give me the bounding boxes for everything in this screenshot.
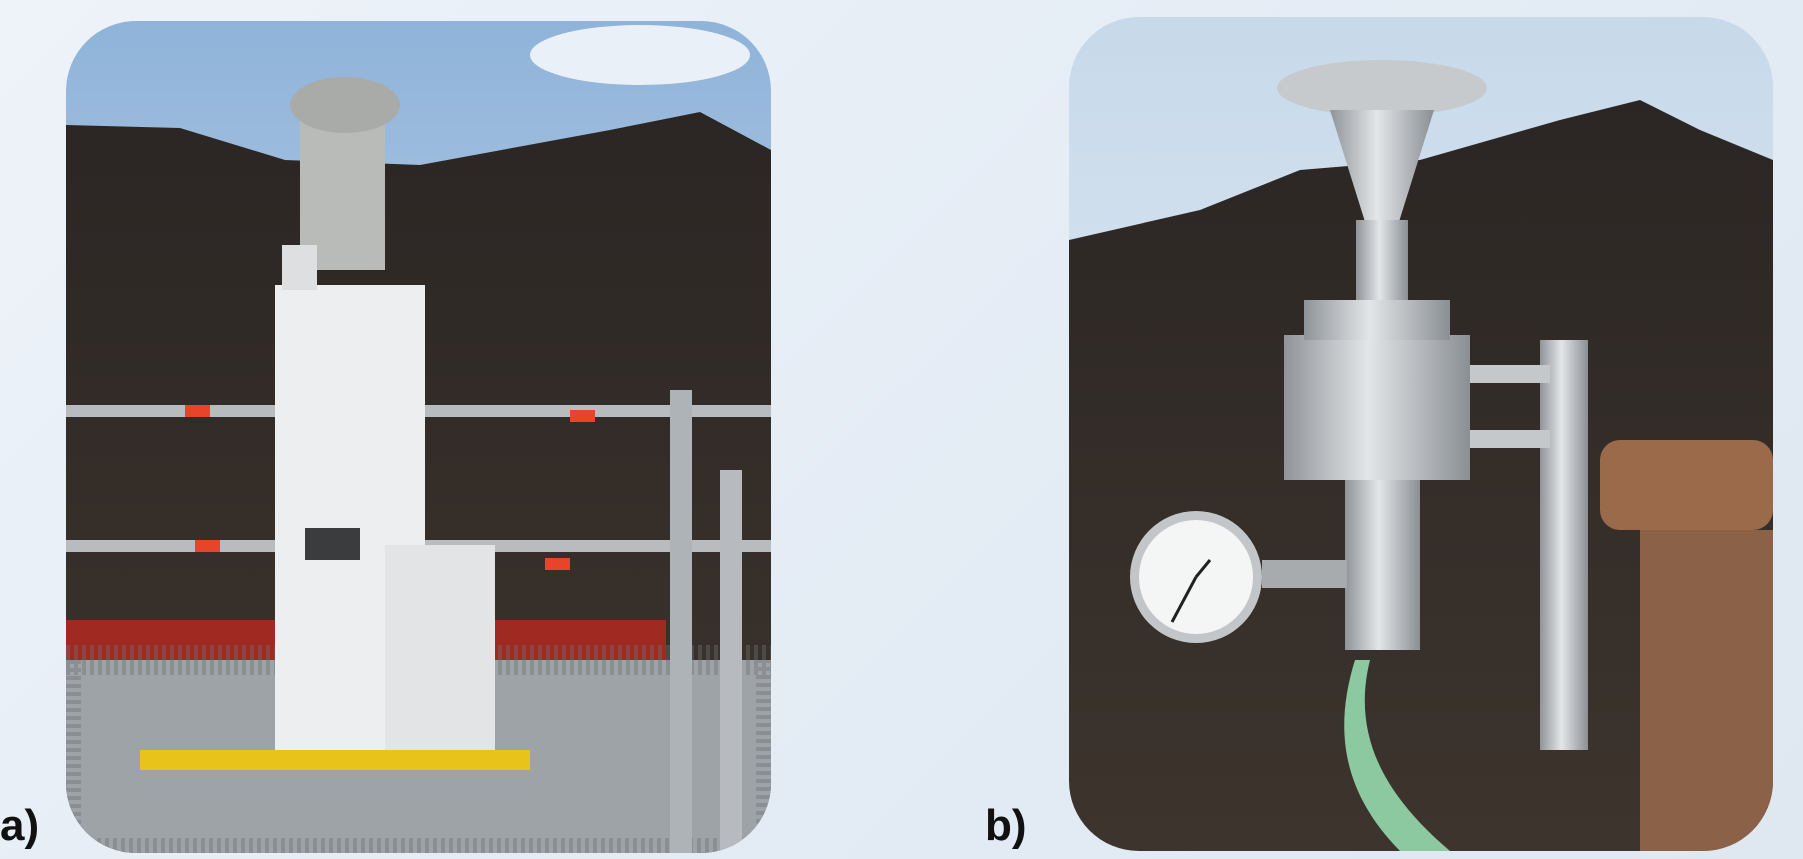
photo-b [1069, 17, 1773, 851]
page: a) b) (() => { const data = JSON.parse(d… [0, 0, 1803, 859]
panel-label: b) [985, 801, 1027, 850]
panel-label: a) [0, 801, 39, 850]
figure: a) b) [0, 0, 1803, 859]
photo-a [66, 21, 771, 853]
